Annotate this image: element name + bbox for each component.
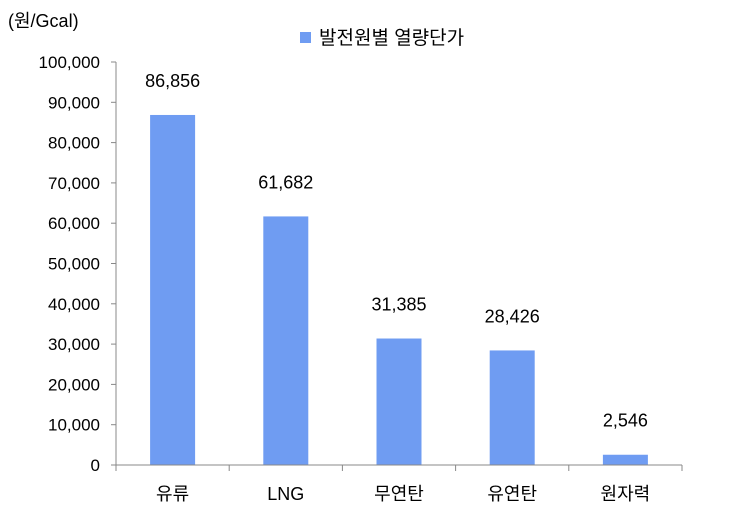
bar [150,114,196,465]
y-tick-label: 20,000 [48,375,100,394]
y-tick-label: 100,000 [39,53,100,72]
x-category-label: 유류 [156,484,189,504]
bar [489,350,535,465]
y-axis-unit-label: (원/Gcal) [8,11,79,31]
legend-label: 발전원별 열량단가 [319,27,464,49]
y-tick-label: 90,000 [48,93,100,112]
y-tick-label: 50,000 [48,255,100,274]
data-labels: 86,856 61,682 31,385 28,426 2,546 [145,71,648,431]
data-label: 86,856 [145,71,200,91]
bar [376,338,422,465]
data-label: 28,426 [485,306,540,326]
data-label: 31,385 [371,295,426,315]
y-axis: 0 10,000 20,000 30,000 40,000 50,000 60,000 70,… [39,53,117,475]
y-tick-label: 70,000 [48,174,100,193]
data-label: 2,546 [603,411,648,431]
x-category-label: 유연탄 [487,484,537,504]
y-tick-label: 0 [91,456,100,475]
y-tick-label: 80,000 [48,134,100,153]
legend: 발전원별 열량단가 [300,27,464,49]
y-tick-label: 60,000 [48,214,100,233]
bar [602,454,648,465]
y-tick-label: 10,000 [48,416,100,435]
bar [263,216,309,465]
x-category-label: 무연탄 [374,484,424,504]
y-tick-label: 30,000 [48,335,100,354]
data-label: 61,682 [258,172,313,192]
bars [150,114,648,465]
x-axis: 유류 LNG 무연탄 유연탄 원자력 [115,464,683,504]
x-category-label: LNG [267,484,304,504]
x-category-label: 원자력 [601,484,651,504]
legend-swatch [300,32,311,43]
y-tick-label: 40,000 [48,295,100,314]
